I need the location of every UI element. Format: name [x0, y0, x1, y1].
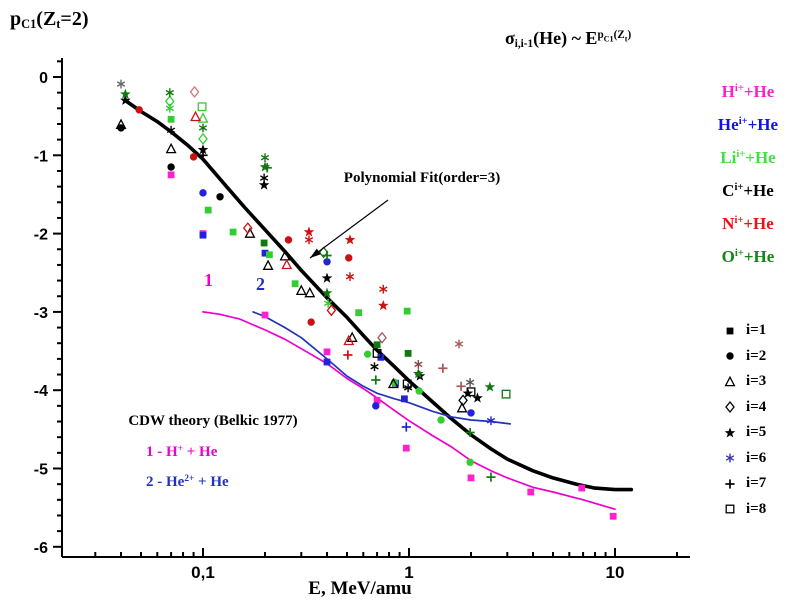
y-tick-label: -5 — [34, 462, 48, 479]
legend-species-item: Oi++He — [721, 246, 775, 266]
series-C(i+)+He — [115, 79, 483, 413]
y-tick-label: -3 — [34, 305, 48, 322]
y-tick-label: -4 — [34, 383, 48, 400]
curve — [202, 311, 616, 511]
formula-annotation: σi,i-1(He) ~ EpC1(Zt) — [505, 28, 632, 50]
open-square-icon — [725, 504, 735, 514]
legend-species-item: Hi++He — [721, 81, 775, 101]
filled-square-icon — [726, 327, 734, 335]
legend-symbol-item: i=2 — [720, 344, 798, 370]
data-points — [115, 79, 617, 520]
curve — [252, 311, 512, 425]
series-He(i+)+He — [199, 189, 496, 432]
fit-arrow — [309, 199, 389, 259]
curve — [123, 98, 634, 492]
series-O(i+)+He — [120, 88, 511, 482]
cdw-theory-title: CDW theory (Belkic 1977) — [128, 413, 298, 429]
curve1-number: 1 — [204, 270, 213, 290]
fit-curve-label: Polynomial Fit(order=3) — [343, 170, 501, 186]
x-tick-label: 10 — [606, 563, 625, 582]
x-axis-title: E, MeV/amu — [308, 578, 412, 599]
series-Li(i+)+He — [164, 95, 474, 466]
legend-species-item: Ci++He — [722, 180, 774, 200]
x-tick-label: 1 — [404, 563, 413, 582]
y-tick-label: -1 — [34, 148, 48, 165]
y-axis-title: pC1(Zt=2) — [10, 8, 89, 32]
legend-species-item: Lii++He — [720, 147, 776, 167]
asterisk-icon — [725, 453, 735, 463]
filled-star-icon — [724, 427, 736, 438]
y-tick-label: 0 — [39, 70, 48, 87]
legend-symbol-item: i=6 — [720, 446, 798, 472]
cdw-curve2-legend: 2 - He2+ + He — [146, 474, 229, 491]
curve2-number: 2 — [256, 274, 265, 294]
legend-symbol-item: i=7 — [720, 471, 798, 497]
open-triangle-icon — [724, 375, 736, 386]
y-tick-label: -2 — [34, 227, 48, 244]
cdw-curve1-legend: 1 - H+ + He — [146, 444, 218, 461]
y-ticks: 0 -1 -2 -3 -4 -5 -6 — [34, 60, 62, 557]
legend-species-item: Hei++He — [717, 114, 779, 134]
axes — [61, 58, 690, 558]
open-diamond-icon — [725, 401, 735, 414]
species-legend: Hi++He Hei++He Lii++He Ci++He Ni++He Oi++He — [698, 72, 798, 270]
filled-circle-icon — [726, 352, 734, 360]
legend-symbol-item: i=5 — [720, 420, 798, 446]
legend-symbol-item: i=8 — [720, 497, 798, 523]
x-ticks: 0,1 1 10 — [94, 548, 679, 582]
legend-species-item: Ni++He — [722, 213, 774, 233]
legend-symbol-item: i=3 — [720, 369, 798, 395]
series-N(i+)+He — [135, 85, 466, 391]
plus-icon — [725, 479, 735, 489]
x-tick-label: 0,1 — [191, 563, 215, 582]
symbol-legend: i=1 i=2 i=3 i=4 i=5 i=6 i=7 i=8 — [720, 318, 798, 522]
legend-symbol-item: i=1 — [720, 318, 798, 344]
y-tick-label: -6 — [34, 540, 48, 557]
series-H(i+)+He — [167, 171, 617, 520]
legend-symbol-item: i=4 — [720, 395, 798, 421]
curves — [123, 98, 634, 511]
